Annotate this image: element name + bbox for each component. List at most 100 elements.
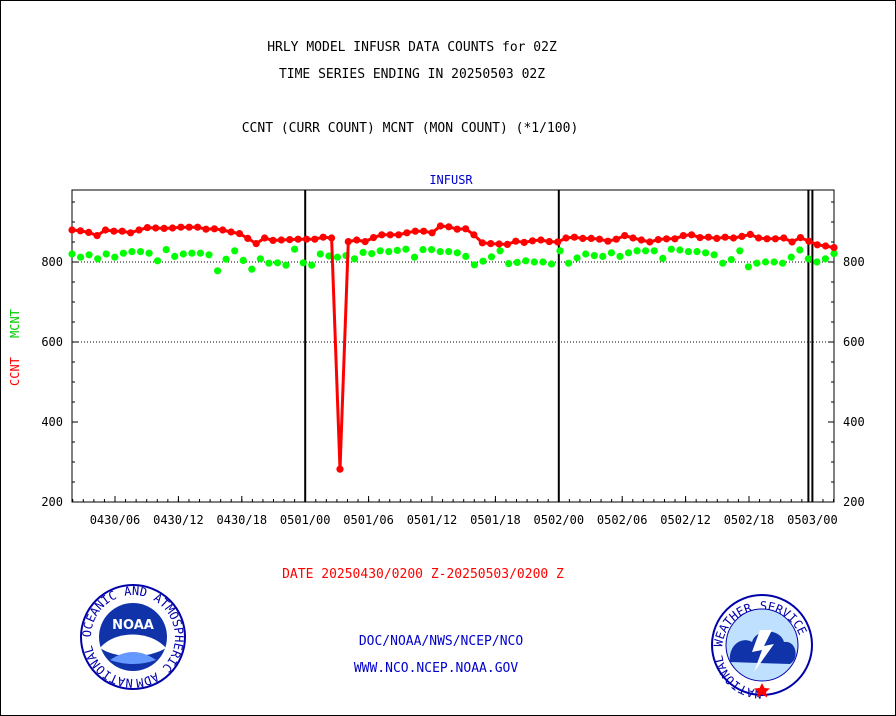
point-ccnt-14 [185,223,193,231]
point-ccnt-63 [595,235,604,243]
point-mcnt-78 [736,247,744,255]
y-tick-label-right-200: 200 [843,495,865,509]
x-axis-label: DATE 20250430/0200 Z-20250503/0200 Z [282,567,564,582]
x-tick-label-0501/00: 0501/00 [280,513,331,527]
point-mcnt-16 [205,251,213,259]
y-axis-label: CCNT MCNT [8,309,22,386]
point-ccnt-81 [746,230,754,238]
point-mcnt-8 [136,248,145,256]
point-ccnt-49 [478,239,486,247]
point-ccnt-3 [93,232,101,240]
point-mcnt-21 [248,265,256,273]
point-mcnt-54 [530,258,538,266]
point-ccnt-57 [545,238,553,246]
footer-link-doc[interactable]: DOC/NOAA/NWS/NCEP/NCO [359,634,524,649]
point-mcnt-27 [299,259,307,267]
point-ccnt-90 [822,242,830,250]
point-ccnt-66 [621,232,629,240]
point-mcnt-74 [702,249,710,257]
point-mcnt-58 [565,259,573,267]
point-mcnt-36 [376,247,384,255]
point-ccnt-64 [604,237,612,245]
point-ccnt-38 [386,231,394,239]
point-mcnt-11 [162,246,170,254]
point-mcnt-69 [659,254,667,262]
point-ccnt-75 [696,234,704,242]
point-ccnt-7 [127,229,135,237]
point-ccnt-52 [503,240,511,248]
point-mcnt-75 [710,251,718,259]
point-mcnt-86 [804,255,812,263]
point-mcnt-12 [171,252,179,260]
point-mcnt-4 [102,250,110,258]
point-ccnt-35 [361,238,369,246]
point-mcnt-26 [291,245,299,253]
point-mcnt-71 [676,246,684,254]
point-ccnt-6 [118,227,126,235]
point-ccnt-60 [570,233,579,241]
noaa-logo-text: NOAA [112,618,154,633]
point-ccnt-24 [269,236,277,244]
point-mcnt-37 [385,248,393,256]
point-ccnt-17 [210,225,218,233]
panel-label: INFUSR [429,173,473,187]
point-ccnt-32 [336,465,344,473]
point-ccnt-82 [755,234,763,242]
point-mcnt-55 [539,258,547,266]
y-label-mcnt: MCNT [8,309,22,338]
point-mcnt-17 [214,267,222,275]
point-ccnt-11 [160,224,168,232]
point-mcnt-63 [607,249,616,257]
point-ccnt-39 [395,231,403,239]
point-mcnt-13 [179,250,187,258]
point-ccnt-15 [194,223,202,231]
point-mcnt-50 [496,247,504,255]
nws-logo: NATIONAL WEATHER SERVICE [711,594,813,701]
x-tick-label-0502/00: 0502/00 [534,513,585,527]
footer-link-web[interactable]: WWW.NCO.NCEP.NOAA.GOV [354,661,519,676]
point-ccnt-5 [110,227,118,235]
point-mcnt-89 [830,250,838,258]
point-mcnt-66 [633,247,641,255]
point-mcnt-53 [522,257,530,265]
point-mcnt-68 [650,247,658,255]
point-ccnt-91 [830,244,838,252]
chart-title: HRLY MODEL INFUSR DATA COUNTS for 02Z [267,40,557,55]
point-ccnt-25 [277,236,285,244]
point-ccnt-8 [135,226,143,234]
point-mcnt-43 [436,248,444,256]
point-ccnt-68 [637,236,646,244]
point-ccnt-89 [813,241,821,249]
point-ccnt-22 [252,240,260,248]
point-mcnt-72 [684,248,693,256]
point-mcnt-67 [642,247,650,255]
point-ccnt-78 [721,233,729,241]
point-ccnt-77 [713,234,721,242]
point-mcnt-5 [111,253,119,261]
point-ccnt-27 [294,235,302,243]
point-ccnt-54 [520,238,528,246]
point-ccnt-56 [537,236,545,244]
point-ccnt-31 [328,234,336,242]
point-ccnt-47 [462,225,470,233]
y-tick-label-right-600: 600 [843,335,865,349]
point-ccnt-10 [152,224,160,232]
point-ccnt-69 [646,238,654,246]
point-mcnt-23 [265,259,273,267]
point-ccnt-74 [688,231,696,239]
x-tick-label-0502/18: 0502/18 [724,513,775,527]
svg-text:NATIONAL OCEANIC AND ATMOSPHER: NATIONAL OCEANIC AND ATMOSPHERIC ADMINIS… [0,0,186,690]
point-mcnt-81 [761,258,770,266]
point-ccnt-18 [219,226,227,234]
point-ccnt-4 [101,226,110,234]
point-mcnt-6 [119,249,127,257]
point-ccnt-37 [378,231,386,239]
point-mcnt-40 [410,253,419,261]
point-mcnt-19 [231,247,239,255]
point-ccnt-62 [587,234,595,242]
point-mcnt-25 [282,261,290,269]
chart-subtitle: TIME SERIES ENDING IN 20250503 02Z [279,67,545,82]
point-mcnt-22 [256,255,264,263]
point-ccnt-19 [227,228,235,236]
point-ccnt-76 [704,233,713,241]
